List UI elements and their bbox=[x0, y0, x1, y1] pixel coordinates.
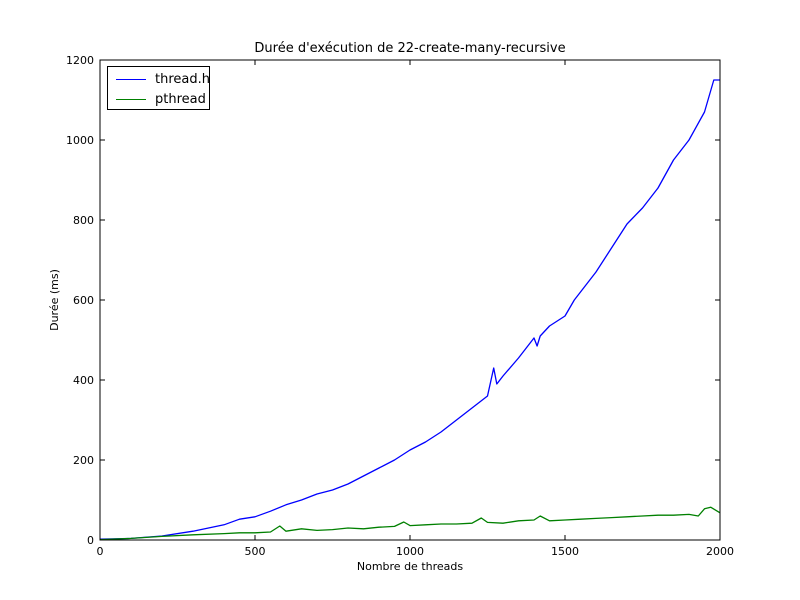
y-ticks: 0 200 400 600 800 1000 1200 bbox=[66, 54, 720, 547]
y-tick-label: 200 bbox=[73, 454, 94, 467]
x-tick-label: 2000 bbox=[706, 545, 734, 558]
y-tick-label: 1000 bbox=[66, 134, 94, 147]
series-layer bbox=[99, 79, 721, 541]
y-tick-label: 1200 bbox=[66, 54, 94, 67]
y-tick-label: 800 bbox=[73, 214, 94, 227]
plot-area bbox=[100, 60, 720, 540]
legend-label-pthread: pthread bbox=[155, 91, 206, 107]
y-tick-label: 400 bbox=[73, 374, 94, 387]
x-ticks: 0 500 1000 1500 2000 bbox=[97, 60, 734, 558]
chart-title: Durée d'exécution de 22-create-many-recu… bbox=[254, 41, 565, 56]
y-tick-label: 600 bbox=[73, 294, 94, 307]
legend-item-pthread: pthread bbox=[116, 89, 206, 109]
legend: thread.h pthread bbox=[107, 66, 210, 110]
x-axis-label: Nombre de threads bbox=[357, 560, 464, 573]
x-tick-label: 1000 bbox=[396, 545, 424, 558]
y-tick-label: 0 bbox=[87, 534, 94, 547]
legend-swatch-pthread bbox=[116, 98, 146, 100]
series-line-pthread bbox=[99, 506, 721, 541]
y-axis-label: Durée (ms) bbox=[48, 269, 61, 331]
x-tick-label: 500 bbox=[245, 545, 266, 558]
legend-label-thread-h: thread.h bbox=[155, 71, 210, 87]
legend-item-thread-h: thread.h bbox=[116, 69, 210, 89]
x-tick-label: 1500 bbox=[551, 545, 579, 558]
series-line-thread-h bbox=[99, 79, 720, 540]
legend-swatch-thread-h bbox=[116, 78, 146, 80]
x-tick-label: 0 bbox=[97, 545, 104, 558]
